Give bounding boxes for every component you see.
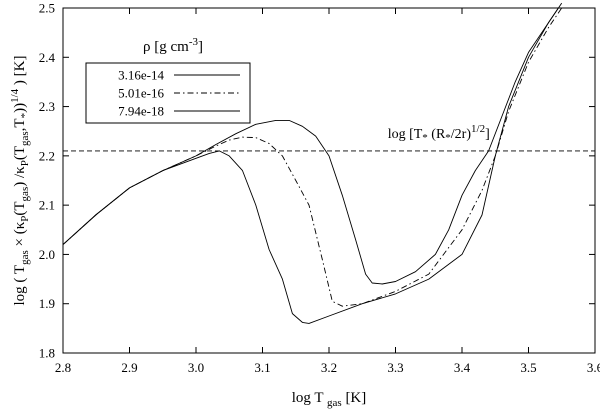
y-tick-label: 2.0 [39, 247, 55, 262]
y-tick-label: 1.9 [39, 296, 55, 311]
x-tick-label: 3.0 [188, 360, 204, 375]
legend-items: 3.16e-14 5.01e-16 7.94e-18 [118, 68, 240, 119]
x-tick-label: 2.8 [55, 360, 71, 375]
series-line-7.94e-18 [62, 7, 559, 324]
series-line-5.01e-16 [62, 7, 563, 307]
x-tick-label: 2.9 [121, 360, 137, 375]
legend-label-3.16e-14: 3.16e-14 [118, 68, 164, 83]
y-tick-label: 2.1 [39, 198, 55, 213]
x-tick-labels: 2.8 2.9 3.0 3.1 3.2 3.3 3.4 3.5 3.6 [55, 360, 600, 375]
legend-box [85, 62, 251, 124]
x-tick-label: 3.3 [387, 360, 403, 375]
y-tick-labels: 1.8 1.9 2.0 2.1 2.2 2.3 2.4 2.5 [39, 1, 56, 361]
reference-line-label: log [T* (R*/2r)1/2] [388, 123, 490, 144]
y-tick-label: 2.4 [39, 50, 56, 65]
y-tick-label: 1.8 [39, 346, 55, 361]
x-tick-label: 3.1 [254, 360, 270, 375]
series-group [62, 2, 563, 324]
y-tick-label: 2.3 [39, 99, 55, 114]
x-tick-label: 3.5 [520, 360, 536, 375]
legend-label-5.01e-16: 5.01e-16 [118, 86, 164, 101]
legend-label-7.94e-18: 7.94e-18 [118, 104, 164, 119]
plot-frame [62, 7, 596, 354]
y-axis-label: log ( Tgas × (κP(Tgas) /κP(Tgas,T*))1/4 … [9, 56, 31, 306]
x-tick-label: 3.2 [321, 360, 337, 375]
x-axis-label: log T gas [K] [292, 390, 367, 409]
x-tick-label: 3.4 [454, 360, 471, 375]
y-tick-label: 2.5 [39, 1, 55, 16]
y-tick-label: 2.2 [39, 148, 55, 163]
series-line-3.16e-14 [62, 2, 563, 285]
legend-title: ρ [g cm-3] [143, 36, 203, 55]
x-tick-label: 3.6 [587, 360, 600, 375]
